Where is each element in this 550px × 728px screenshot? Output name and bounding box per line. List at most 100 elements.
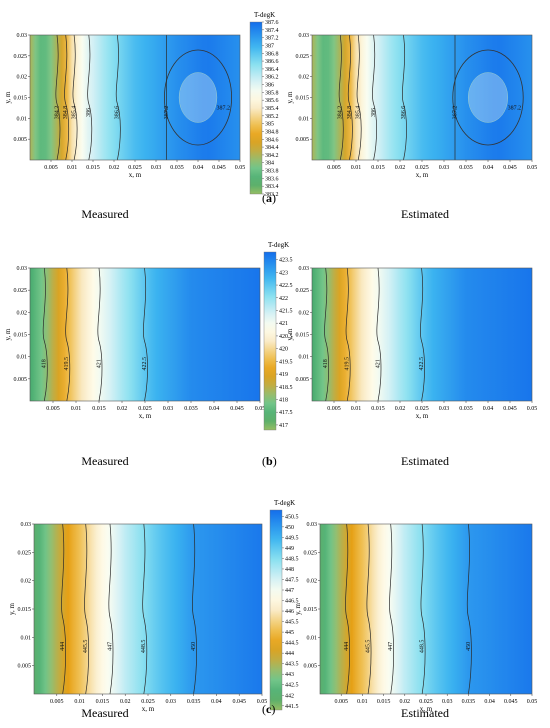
contour-line [372,34,377,161]
contour-label: 384.8 [63,106,69,120]
y-tick-label: 0.015 [296,333,310,339]
contour-label: 444 [344,642,350,651]
x-tick-label: 0.045 [232,699,246,705]
estimated-caption: Estimated [401,207,449,221]
panel-label-c: (c) [262,702,275,716]
contour-label: 386.6 [401,106,407,120]
y-tick-label: 0.005 [14,137,28,143]
x-tick-label: 0.035 [459,406,473,412]
x-tick-label: 0.005 [327,406,341,412]
colorbar-tick-label: 420 [279,347,288,353]
colorbar-tick-label: 447 [285,588,294,594]
contour-line [115,34,121,161]
contour-line [64,34,70,161]
colorbar-tick-label: 386 [265,83,274,89]
x-tick-label: 0.04 [209,406,220,412]
contour-line [42,267,48,402]
y-tick-label: 0.015 [18,607,32,613]
x-tick-label: 0.03 [442,699,453,705]
estimated-plot-c: 444 445.5 447 448.5 450 0.005 0.01 0.015 0.02 0.0… [294,522,537,713]
contour-line [87,34,93,161]
colorbar-tick-label: 387.6 [265,20,279,26]
colorbar-tick-label: 387.4 [265,28,279,34]
contour-label: 448.5 [141,640,147,654]
y-tick-label: 0.02 [17,75,28,81]
x-axis-label: x, m [129,171,142,179]
colorbar-tick-label: 444 [285,651,294,657]
contour-line [108,523,114,695]
contour-label: 386 [371,108,377,117]
x-tick-label: 0.015 [96,699,110,705]
contour-label: 387.2 [508,106,522,112]
x-tick-label: 0.04 [193,165,204,171]
x-tick-label: 0.035 [184,406,198,412]
y-tick-label: 0.005 [296,377,310,383]
x-tick-label: 0.04 [484,699,495,705]
x-tick-label: 0.025 [138,406,152,412]
contour-label: 450 [191,642,197,651]
colorbar-tick-label: 383.8 [265,169,279,175]
colorbar-tick-label: 386.2 [265,75,279,81]
contour-label: 418 [42,359,48,368]
panel-label-a: (a) [262,191,276,205]
colorbar-tick-label: 386.4 [265,67,279,73]
colorbar-tick-label: 386.8 [265,51,279,57]
x-tick-label: 0.05 [527,406,538,412]
x-tick-label: 0.045 [212,165,226,171]
x-tick-label: 0.025 [141,699,155,705]
y-tick-label: 0.03 [299,33,310,39]
x-tick-label: 0.03 [439,406,450,412]
x-tick-label: 0.02 [109,165,120,171]
x-axis-label: x, m [416,412,429,420]
colorbar-tick-label: 387 [265,43,274,49]
y-tick-label: 0.03 [17,266,28,272]
contour-line [178,72,218,123]
x-tick-label: 0.005 [334,699,348,705]
contour-label: 418 [323,359,329,368]
colorbar-tick-label: 448.5 [285,556,299,562]
contour-label: 385.4 [71,106,77,120]
colorbar-tick-label: 423 [279,270,288,276]
y-tick-label: 0.025 [14,54,28,60]
x-tick-label: 0.02 [395,165,406,171]
colorbar-tick-label: 422.5 [279,283,293,289]
contour-line [61,523,66,695]
colorbar-tick-label: 418 [279,397,288,403]
x-tick-label: 0.005 [327,165,341,171]
measured-caption: Measured [81,207,128,221]
y-tick-label: 0.01 [299,355,310,361]
x-tick-label: 0.04 [483,406,494,412]
y-tick-label: 0.025 [18,550,32,556]
colorbar-tick-label: 448 [285,567,294,573]
contour-label: 387.2 [164,106,170,120]
colorbar-tick-label: 384.2 [265,153,279,159]
heatmap-field [312,268,532,401]
x-tick-label: 0.01 [67,165,78,171]
colorbar-tick-label: 417 [279,423,288,429]
y-tick-label: 0.01 [307,635,318,641]
x-tick-label: 0.01 [351,165,362,171]
colorbar-tick-label: 419 [279,372,288,378]
panel-a: 384.2 384.8 385.4 386 386.6 387.2 387.2 0.005 0.… [4,11,537,221]
x-tick-label: 0.035 [462,699,476,705]
colorbar-tick-label: 447.5 [285,577,299,583]
x-tick-label: 0.03 [163,406,174,412]
x-tick-label: 0.03 [151,165,162,171]
colorbar-tick-label: 422 [279,296,288,302]
y-tick-label: 0.005 [296,137,310,143]
contour-line [55,34,61,161]
y-axis-label: y, m [4,91,12,104]
contour-label: 422.5 [142,357,148,371]
contour-label: 450 [466,642,472,651]
x-axis-label: x, m [139,412,152,420]
x-tick-label: 0.01 [351,406,362,412]
colorbar-tick-label: 385.8 [265,90,279,96]
x-tick-label: 0.005 [44,165,58,171]
x-tick-label: 0.03 [439,165,450,171]
contour-line [192,523,197,695]
y-tick-label: 0.005 [304,664,318,670]
colorbar-tick-label: 449 [285,546,294,552]
y-tick-label: 0.015 [304,607,318,613]
colorbar-tick-label: 384.6 [265,137,279,143]
